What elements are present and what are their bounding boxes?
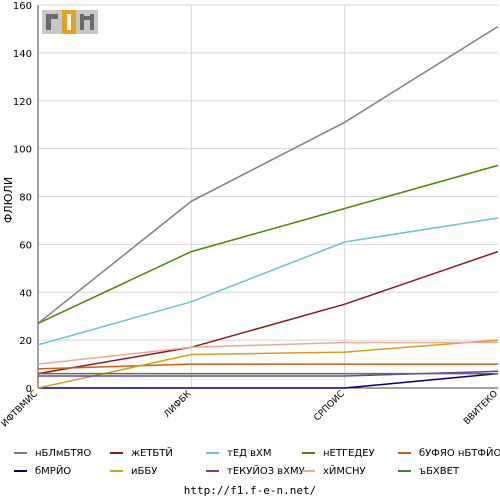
series-line-6 bbox=[37, 339, 499, 389]
legend-swatch bbox=[302, 470, 315, 472]
grid bbox=[38, 4, 498, 388]
series-line-0 bbox=[37, 25, 499, 324]
y-tick-label: 40 bbox=[19, 288, 32, 299]
legend-swatch bbox=[206, 470, 219, 472]
x-tick-label: СРПОИС bbox=[312, 389, 346, 423]
legend-item: тЕД вХМ bbox=[206, 446, 272, 460]
legend-swatch bbox=[110, 470, 123, 472]
legend-swatch bbox=[398, 452, 411, 454]
legend-label: иББУ bbox=[131, 465, 158, 477]
series-lines bbox=[37, 25, 499, 389]
legend-item: хЙМСНУ bbox=[302, 464, 366, 478]
x-tick-label: ИФТВМИС bbox=[0, 389, 40, 429]
legend-swatch bbox=[398, 470, 411, 472]
legend-label: бМРЙО bbox=[35, 465, 72, 477]
y-tick-label: 80 bbox=[19, 193, 32, 204]
series-line-4 bbox=[37, 363, 498, 370]
legend-label: нЕТГЕДЕУ bbox=[323, 447, 375, 459]
footer-url: http://f1.f-e-n.net/ bbox=[183, 484, 317, 497]
legend-label: тЕД вХМ bbox=[227, 447, 272, 459]
legend-item: тЕКУЙОЗ вХМУ bbox=[206, 464, 305, 478]
y-tick-label: 20 bbox=[19, 336, 32, 347]
line-chart: 0 20 40 60 80 100 120 140 160 ИФТВМИС ЛИФБК СРПОИС… bbox=[0, 1, 500, 430]
legend-item: жЕТБТЙ bbox=[110, 446, 173, 460]
legend-item: нБЛмБТЯО bbox=[14, 446, 91, 460]
legend-item: бМРЙО bbox=[14, 464, 71, 478]
legend-label: жЕТБТЙ bbox=[131, 447, 173, 459]
legend-item: ъБХВЕТ bbox=[398, 464, 459, 478]
series-line-3 bbox=[37, 164, 499, 325]
legend-item: иББУ bbox=[110, 464, 157, 478]
series-line-8 bbox=[37, 341, 498, 365]
legend-swatch bbox=[110, 452, 123, 454]
y-tick-label: 160 bbox=[13, 1, 32, 12]
legend-swatch bbox=[14, 452, 27, 454]
y-axis-label: ФЛЮЛИ bbox=[2, 177, 15, 223]
y-tick-label: 140 bbox=[13, 49, 32, 60]
legend-item: нЕТГЕДЕУ bbox=[302, 446, 375, 460]
legend-swatch bbox=[14, 470, 27, 472]
y-tick-label: 0 bbox=[26, 384, 32, 395]
y-tick-label: 60 bbox=[19, 240, 32, 251]
legend-label: нБЛмБТЯО bbox=[35, 447, 92, 459]
y-axis-ticks: 0 20 40 60 80 100 120 140 160 bbox=[13, 1, 32, 395]
legend-swatch bbox=[302, 452, 315, 454]
y-tick-label: 100 bbox=[13, 145, 32, 156]
x-tick-label: ЛИФБК bbox=[162, 389, 193, 420]
y-tick-label: 120 bbox=[13, 97, 32, 108]
series-line-2 bbox=[37, 217, 499, 346]
logo bbox=[42, 7, 100, 37]
x-axis-ticks: ИФТВМИС ЛИФБК СРПОИС ВВИТЕКО bbox=[0, 389, 500, 430]
legend-label: хЙМСНУ bbox=[323, 465, 366, 477]
series-line-5 bbox=[38, 372, 499, 389]
x-tick-label: ВВИТЕКО bbox=[462, 389, 500, 427]
legend-label: ъБХВЕТ bbox=[419, 465, 460, 477]
legend-label: бУФЯО нБТФЙО bbox=[419, 447, 500, 459]
series-line-1 bbox=[37, 250, 499, 375]
legend-label: тЕКУЙОЗ вХМУ bbox=[227, 465, 305, 477]
legend-item: бУФЯО нБТФЙО bbox=[398, 446, 500, 460]
legend-swatch bbox=[206, 452, 219, 454]
